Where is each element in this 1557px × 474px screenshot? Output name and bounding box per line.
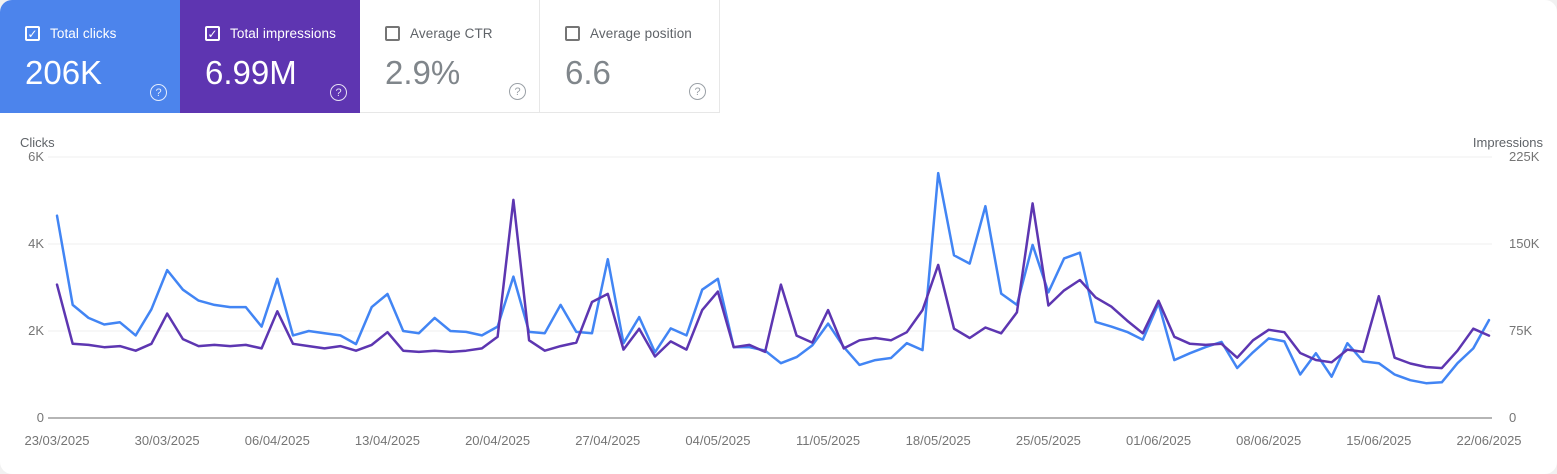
x-axis-date-label: 15/06/2025 (1346, 433, 1412, 448)
x-axis-date-label: 18/05/2025 (905, 433, 971, 448)
x-axis-date-label: 27/04/2025 (575, 433, 641, 448)
chart-line-impressions (55, 198, 1491, 370)
right-axis-tick: 75K (1509, 323, 1533, 338)
left-axis-title: Clicks (20, 135, 55, 150)
metric-card-average-ctr[interactable]: Average CTR 2.9% ? (360, 0, 540, 113)
x-axis-date-label: 22/06/2025 (1456, 433, 1522, 448)
x-axis-date-label: 13/04/2025 (354, 433, 420, 448)
metric-checkbox-icon[interactable] (385, 26, 400, 41)
x-axis-date-label: 30/03/2025 (134, 433, 200, 448)
help-icon[interactable]: ? (150, 84, 167, 101)
metric-checkbox-icon[interactable] (565, 26, 580, 41)
right-axis-title: Impressions (1472, 135, 1543, 150)
x-axis-date-label: 25/05/2025 (1015, 433, 1081, 448)
x-axis-date-label: 08/06/2025 (1236, 433, 1302, 448)
help-icon[interactable]: ? (330, 84, 347, 101)
right-axis-tick: 0 (1509, 410, 1517, 425)
right-axis-tick: 150K (1509, 236, 1540, 251)
chart-line-clicks (55, 171, 1491, 385)
x-axis-date-label: 11/05/2025 (796, 433, 861, 448)
left-axis-tick: 4K (28, 236, 44, 251)
left-axis-tick: 0 (36, 410, 44, 425)
metric-card-label: Average CTR (410, 26, 493, 41)
metric-card-value: 206K (25, 54, 103, 91)
metric-card-total-impressions[interactable]: ✓ Total impressions 6.99M ? (180, 0, 360, 113)
metric-card-value: 6.99M (205, 54, 297, 91)
metric-card-average-position[interactable]: Average position 6.6 ? (540, 0, 720, 113)
x-axis-date-label: 04/05/2025 (685, 433, 751, 448)
metric-checkbox-icon[interactable]: ✓ (25, 26, 40, 41)
metric-card-value: 2.9% (385, 54, 461, 91)
metric-card-label: Total clicks (50, 26, 117, 41)
metric-card-value: 6.6 (565, 54, 611, 91)
x-axis-date-label: 06/04/2025 (244, 433, 310, 448)
metric-card-label: Total impressions (230, 26, 336, 41)
x-axis-date-label: 23/03/2025 (24, 433, 90, 448)
x-axis-date-label: 01/06/2025 (1125, 433, 1192, 448)
right-axis-tick: 225K (1509, 149, 1540, 164)
left-axis-tick: 2K (28, 323, 44, 338)
left-axis-tick: 6K (28, 149, 44, 164)
help-icon[interactable]: ? (689, 83, 706, 100)
help-icon[interactable]: ? (509, 83, 526, 100)
metric-card-label: Average position (590, 26, 692, 41)
x-axis-date-label: 20/04/2025 (465, 433, 531, 448)
metric-cards-row: ✓ Total clicks 206K ? ✓ Total impression… (0, 0, 720, 113)
metric-card-total-clicks[interactable]: ✓ Total clicks 206K ? (0, 0, 180, 113)
metric-checkbox-icon[interactable]: ✓ (205, 26, 220, 41)
